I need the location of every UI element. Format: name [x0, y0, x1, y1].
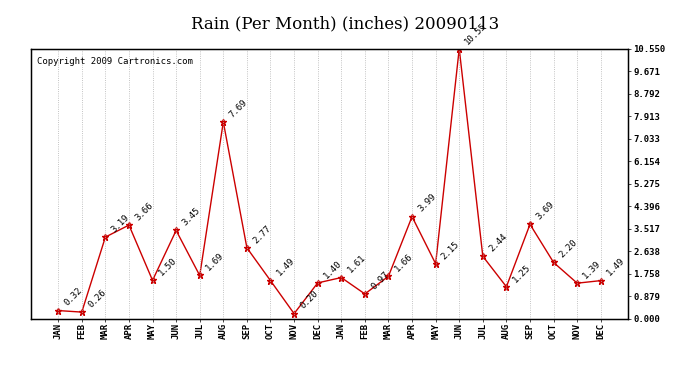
Text: 3.99: 3.99	[416, 192, 437, 214]
Text: 3.19: 3.19	[110, 213, 131, 234]
Text: 0.20: 0.20	[298, 289, 320, 311]
Text: 1.40: 1.40	[322, 259, 344, 280]
Text: 2.77: 2.77	[251, 224, 273, 245]
Text: 10.55: 10.55	[464, 21, 489, 46]
Text: 1.49: 1.49	[275, 256, 296, 278]
Text: 1.50: 1.50	[157, 256, 178, 278]
Text: 3.45: 3.45	[180, 206, 202, 228]
Text: 3.66: 3.66	[133, 201, 155, 222]
Text: 2.20: 2.20	[558, 238, 580, 260]
Text: 2.15: 2.15	[440, 239, 462, 261]
Text: 0.26: 0.26	[86, 288, 108, 309]
Text: Copyright 2009 Cartronics.com: Copyright 2009 Cartronics.com	[37, 57, 193, 66]
Text: 1.49: 1.49	[605, 256, 627, 278]
Text: 1.25: 1.25	[511, 262, 532, 284]
Text: 1.66: 1.66	[393, 252, 414, 273]
Text: 1.39: 1.39	[582, 259, 603, 280]
Text: 7.69: 7.69	[228, 98, 249, 119]
Text: 2.44: 2.44	[487, 232, 509, 254]
Text: 0.97: 0.97	[369, 270, 391, 291]
Text: Rain (Per Month) (inches) 20090113: Rain (Per Month) (inches) 20090113	[191, 15, 499, 32]
Text: 3.69: 3.69	[534, 200, 555, 222]
Text: 1.61: 1.61	[346, 253, 367, 275]
Text: 0.32: 0.32	[62, 286, 84, 308]
Text: 1.69: 1.69	[204, 251, 226, 273]
